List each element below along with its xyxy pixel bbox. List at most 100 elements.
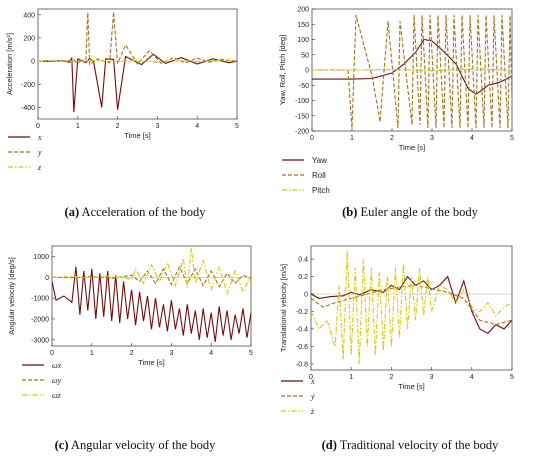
legend-label-3: z (37, 163, 42, 172)
x-tick-label: 5 (510, 374, 514, 381)
x-tick-label: 2 (130, 350, 134, 357)
legend-label-2: ωy (52, 376, 62, 385)
caption-label: (d) (322, 438, 337, 452)
legend-label-2: ẏ (310, 392, 315, 401)
y-tick-label: 50 (301, 52, 309, 59)
x-tick-label: 0 (309, 374, 313, 381)
x-tick-label: 1 (76, 123, 80, 130)
legend-label-2: Roll (312, 171, 326, 180)
legend-label-3: ωz (52, 391, 62, 400)
legend-label-1: Yaw (312, 156, 327, 165)
series-line-3 (38, 59, 237, 63)
y-tick-label: -2000 (31, 316, 49, 323)
y-axis-label: Acceleration [m/s²] (5, 33, 14, 95)
legend-label-3: ż (310, 407, 315, 416)
x-tick-label: 5 (249, 350, 253, 357)
x-tick-label: 2 (390, 135, 394, 142)
x-tick-label: 4 (195, 123, 199, 130)
series-line-1 (52, 266, 251, 342)
x-tick-label: 3 (430, 135, 434, 142)
chart-panel-a: 400 200 0 -200 -400 0 1 2 3 4 5 Time [s] Acceleratio… (5, 8, 239, 219)
x-axis-label: Time [s] (398, 382, 424, 391)
caption-label: (c) (55, 438, 69, 452)
x-tick-label: 5 (235, 123, 239, 130)
x-tick-label: 4 (470, 374, 474, 381)
y-tick-label: -0.8 (296, 361, 308, 368)
legend-label-1: ẋ (310, 377, 315, 386)
panel-caption: (c) Angular velocity of the body (55, 438, 216, 452)
y-tick-label: 200 (23, 35, 35, 42)
y-tick-label: 0.4 (298, 257, 308, 264)
x-axis-label: Time [s] (399, 143, 425, 152)
x-tick-label: 1 (349, 374, 353, 381)
caption-label: (a) (65, 205, 80, 219)
x-tick-label: 3 (430, 374, 434, 381)
legend-label-1: ωx (52, 361, 62, 370)
y-axis-label: Translational velocity [m/s] (279, 264, 288, 352)
x-tick-label: 1 (350, 135, 354, 142)
x-tick-label: 5 (510, 135, 514, 142)
x-tick-label: 0 (310, 135, 314, 142)
series-line-1 (311, 275, 512, 334)
caption-text: Traditional velocity of the body (337, 438, 499, 452)
legend-label-3: Pitch (312, 186, 330, 195)
x-tick-label: 2 (389, 374, 393, 381)
plot-frame (37, 8, 238, 120)
y-tick-label: -0.6 (296, 344, 308, 351)
legend-label-1: x (37, 133, 42, 142)
y-tick-label: 200 (297, 7, 309, 14)
y-tick-label: -150 (295, 113, 309, 120)
y-tick-label: 100 (297, 37, 309, 44)
x-tick-label: 4 (209, 350, 213, 357)
y-tick-label: 0 (31, 59, 35, 66)
y-tick-label: -100 (295, 98, 309, 105)
y-axis-label: Angular velocity [deg/s] (7, 257, 16, 335)
panel-caption: (d) Traditional velocity of the body (322, 438, 499, 452)
y-tick-label: -200 (295, 129, 309, 136)
x-axis-label: Time [s] (138, 358, 164, 367)
series-line-1 (312, 38, 512, 96)
y-tick-label: 1000 (33, 254, 49, 261)
caption-label: (b) (342, 205, 357, 219)
y-tick-label: -0.4 (296, 326, 308, 333)
series-line-3 (52, 248, 251, 296)
x-tick-label: 1 (90, 350, 94, 357)
x-tick-label: 4 (470, 135, 474, 142)
caption-text: Acceleration of the body (79, 205, 206, 219)
y-tick-label: 0 (45, 275, 49, 282)
panel-caption: (a) Acceleration of the body (65, 205, 207, 219)
y-tick-label: 400 (23, 12, 35, 19)
y-axis-label: Yaw, Roll, Pitch [deg] (278, 35, 287, 105)
series-line-3 (312, 68, 512, 72)
y-tick-label: -400 (21, 105, 35, 112)
y-tick-label: -3000 (31, 337, 49, 344)
caption-text: Angular velocity of the body (69, 438, 217, 452)
x-tick-label: 2 (116, 123, 120, 130)
panel-caption: (b) Euler angle of the body (342, 205, 478, 219)
y-tick-label: -200 (21, 82, 35, 89)
plot-frame (310, 245, 513, 371)
y-tick-label: 0 (305, 68, 309, 75)
x-tick-label: 0 (50, 350, 54, 357)
series-line-2 (312, 14, 512, 129)
series-line-2 (52, 265, 251, 288)
x-tick-label: 3 (169, 350, 173, 357)
y-tick-label: -0.2 (296, 309, 308, 316)
x-tick-label: 3 (155, 123, 159, 130)
series-line-3 (311, 250, 512, 364)
x-axis-label: Time [s] (124, 131, 150, 140)
y-tick-label: -1000 (31, 296, 49, 303)
caption-text: Euler angle of the body (357, 205, 478, 219)
series-line-2 (311, 284, 512, 326)
series-line-1 (38, 53, 237, 113)
series-line-2 (38, 11, 237, 66)
y-tick-label: 0 (304, 292, 308, 299)
legend-label-2: y (37, 148, 42, 157)
plot-frame (51, 245, 252, 347)
y-tick-label: 150 (297, 22, 309, 29)
y-tick-label: 0.2 (298, 274, 308, 281)
